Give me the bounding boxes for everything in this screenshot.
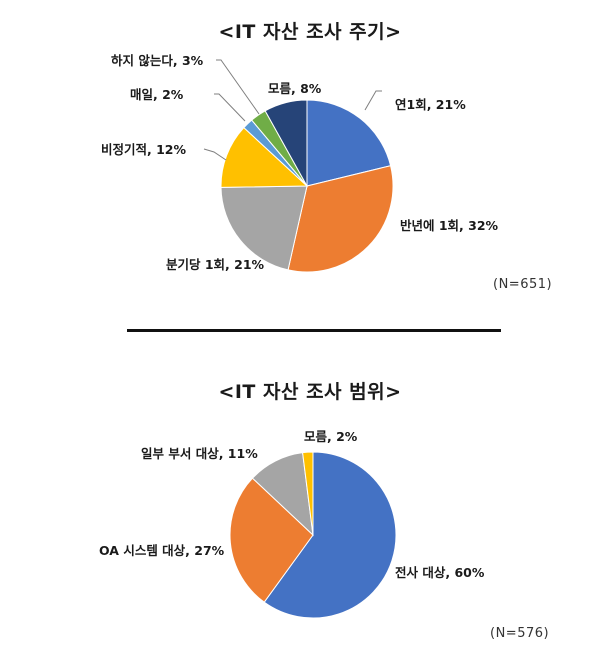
slice-label-irregular: 비정기적, 12%	[101, 142, 187, 157]
sample-size-cycle: (N=651)	[493, 277, 553, 292]
slice-label-quarterly: 분기당 1회, 21%	[166, 257, 265, 272]
pie-chart-cycle	[220, 99, 394, 273]
slice-label-oa-system: OA 시스템 대상, 27%	[99, 543, 225, 558]
pie-slice	[220, 126, 309, 188]
pie-slice	[220, 185, 308, 271]
slice-label-unknown-scope: 모름, 2%	[304, 429, 358, 444]
leader-line-daily	[214, 93, 246, 122]
pie-slice	[264, 99, 308, 188]
section-divider	[127, 329, 501, 332]
slice-label-unknown-cycle: 모름, 8%	[268, 81, 322, 96]
sample-size-scope: (N=576)	[490, 626, 550, 641]
pie-slice	[287, 165, 394, 273]
leader-line-none	[216, 59, 260, 115]
pie-slice	[263, 451, 397, 619]
slice-label-annual: 연1회, 21%	[395, 97, 466, 112]
slice-label-some-departments: 일부 부서 대상, 11%	[141, 446, 258, 461]
pie-slice	[306, 99, 392, 187]
pie-slice	[229, 477, 314, 603]
pie-chart-scope	[229, 451, 397, 619]
slice-label-none: 하지 않는다, 3%	[111, 53, 204, 68]
slice-label-daily: 매일, 2%	[130, 87, 184, 102]
leader-lines-cycle	[203, 59, 382, 161]
leader-line-irregular	[203, 148, 227, 161]
chart-title-scope: <IT 자산 조사 범위>	[218, 381, 402, 403]
slice-label-semiannual: 반년에 1회, 32%	[400, 218, 499, 233]
slice-label-company-wide: 전사 대상, 60%	[395, 565, 485, 580]
pie-slice	[302, 451, 314, 536]
leader-line-annual	[364, 90, 382, 111]
chart-title-cycle: <IT 자산 조사 주기>	[218, 21, 402, 43]
